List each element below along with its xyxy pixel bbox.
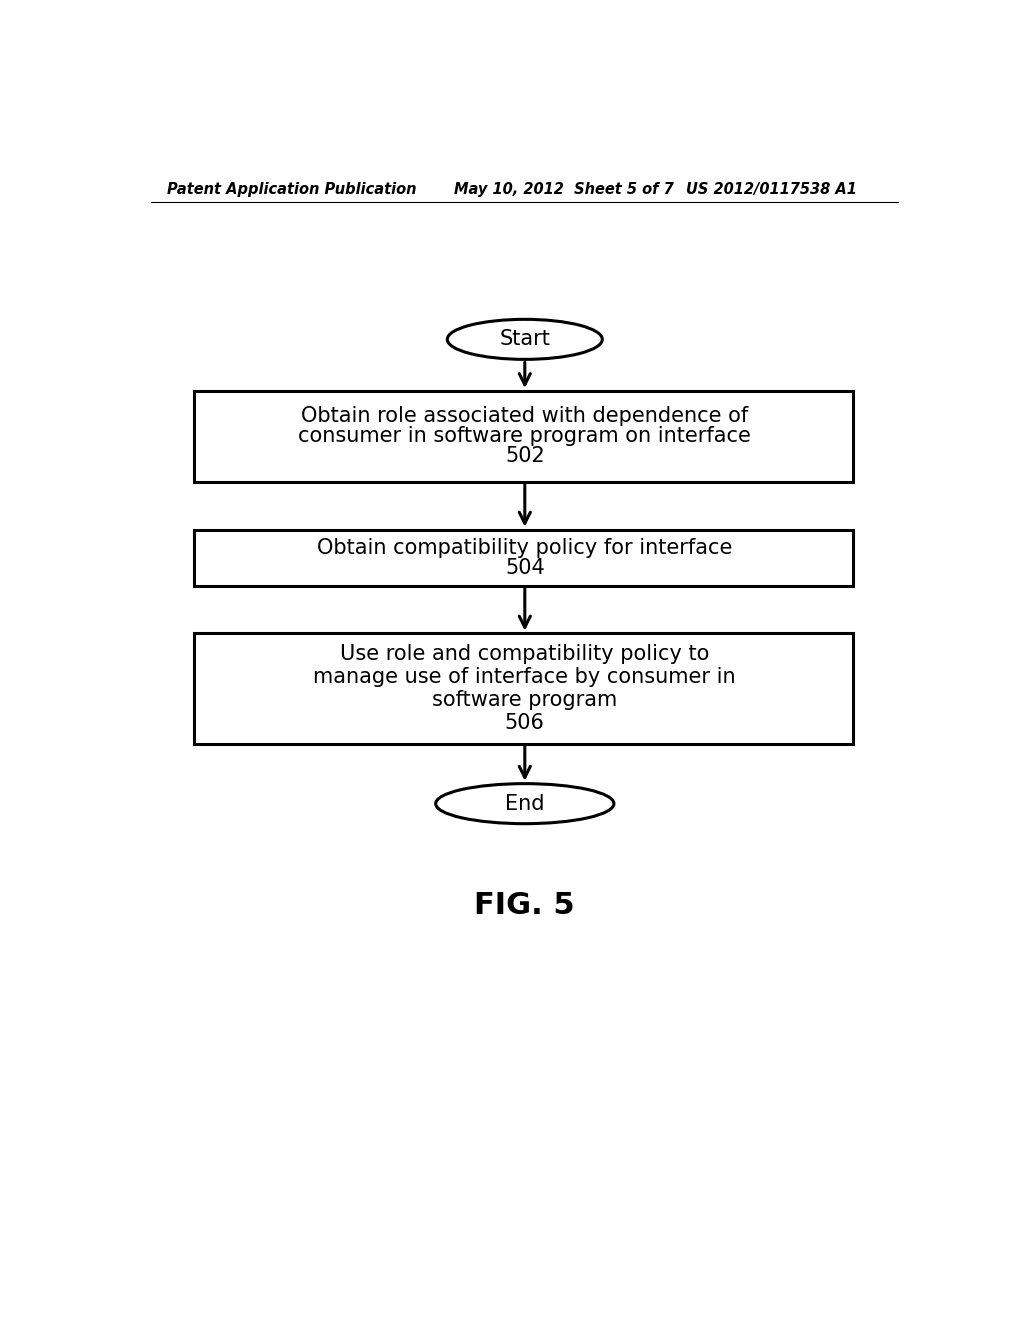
Text: Obtain role associated with dependence of: Obtain role associated with dependence o… <box>301 407 749 426</box>
Ellipse shape <box>447 319 602 359</box>
Text: US 2012/0117538 A1: US 2012/0117538 A1 <box>686 182 857 197</box>
Text: Use role and compatibility policy to: Use role and compatibility policy to <box>340 644 710 664</box>
Bar <box>194 634 853 743</box>
Text: May 10, 2012  Sheet 5 of 7: May 10, 2012 Sheet 5 of 7 <box>454 182 673 197</box>
Text: 506: 506 <box>505 713 545 733</box>
Text: FIG. 5: FIG. 5 <box>474 891 575 920</box>
Text: consumer in software program on interface: consumer in software program on interfac… <box>298 426 752 446</box>
Text: 504: 504 <box>505 557 545 578</box>
Text: manage use of interface by consumer in: manage use of interface by consumer in <box>313 667 736 686</box>
Text: Obtain compatibility policy for interface: Obtain compatibility policy for interfac… <box>317 537 732 557</box>
Bar <box>194 529 853 586</box>
Text: End: End <box>505 793 545 813</box>
Bar <box>194 391 853 482</box>
Text: 502: 502 <box>505 446 545 466</box>
Text: Patent Application Publication: Patent Application Publication <box>167 182 416 197</box>
Ellipse shape <box>435 784 614 824</box>
Text: software program: software program <box>432 690 617 710</box>
Text: Start: Start <box>500 330 550 350</box>
